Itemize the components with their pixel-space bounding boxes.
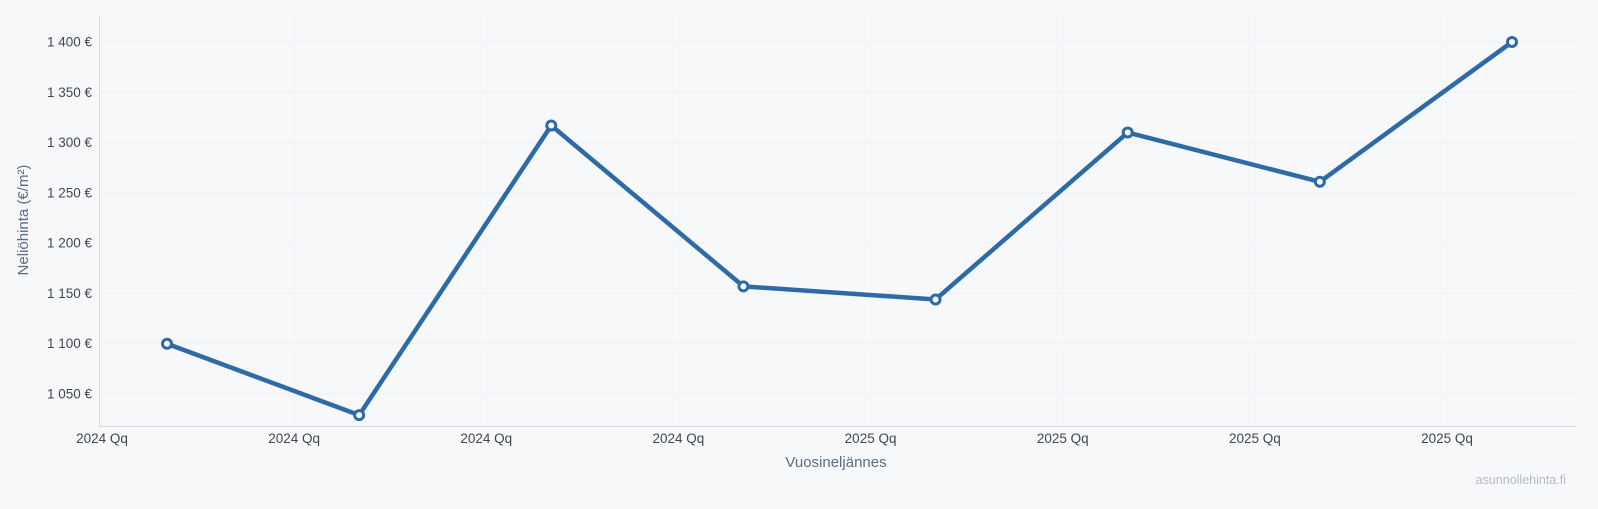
data-point-marker[interactable]: [1121, 126, 1134, 139]
x-axis-tick-labels: 2024 Qq 2024 Qq 2024 Qq 2024 Qq 2025 Qq 2025 …: [76, 431, 1473, 446]
y-tick-label: 1 300 €: [47, 135, 93, 150]
x-tick-label: 2024 Qq: [76, 431, 128, 446]
horizontal-gridlines: [100, 41, 1577, 395]
data-point-marker[interactable]: [737, 280, 750, 293]
y-tick-label: 1 350 €: [47, 85, 93, 100]
vertical-gridlines: [101, 16, 1448, 426]
x-tick-label: 2024 Qq: [460, 431, 512, 446]
watermark-text: asunnollehinta.fi: [1476, 473, 1566, 487]
x-tick-label: 2025 Qq: [1037, 431, 1089, 446]
x-axis-title: Vuosineljännes: [785, 454, 886, 471]
data-point-marker[interactable]: [1506, 36, 1518, 48]
x-tick-label: 2025 Qq: [1421, 431, 1473, 446]
data-point-marker[interactable]: [929, 293, 942, 306]
y-axis-title: Neliöhinta (€/m²): [15, 165, 32, 276]
data-point-marker[interactable]: [353, 409, 366, 422]
data-point-marker[interactable]: [545, 119, 558, 132]
data-point-marker[interactable]: [1313, 175, 1326, 188]
series-line: [164, 39, 1515, 418]
data-point-marker[interactable]: [161, 337, 173, 350]
x-tick-label: 2024 Qq: [268, 431, 320, 446]
y-tick-label: 1 400 €: [47, 35, 93, 50]
data-point-markers: [161, 36, 1518, 422]
y-tick-label: 1 150 €: [47, 286, 93, 301]
y-tick-label: 1 050 €: [47, 387, 93, 402]
y-tick-label: 1 100 €: [47, 336, 93, 351]
x-tick-label: 2025 Qq: [845, 431, 897, 446]
y-tick-label: 1 200 €: [47, 236, 93, 251]
y-axis-tick-labels: 1 050 € 1 100 € 1 150 € 1 200 € 1 250 € 1 300…: [47, 35, 93, 402]
x-tick-label: 2024 Qq: [653, 431, 705, 446]
y-tick-label: 1 250 €: [47, 185, 93, 200]
x-tick-label: 2025 Qq: [1229, 431, 1281, 446]
